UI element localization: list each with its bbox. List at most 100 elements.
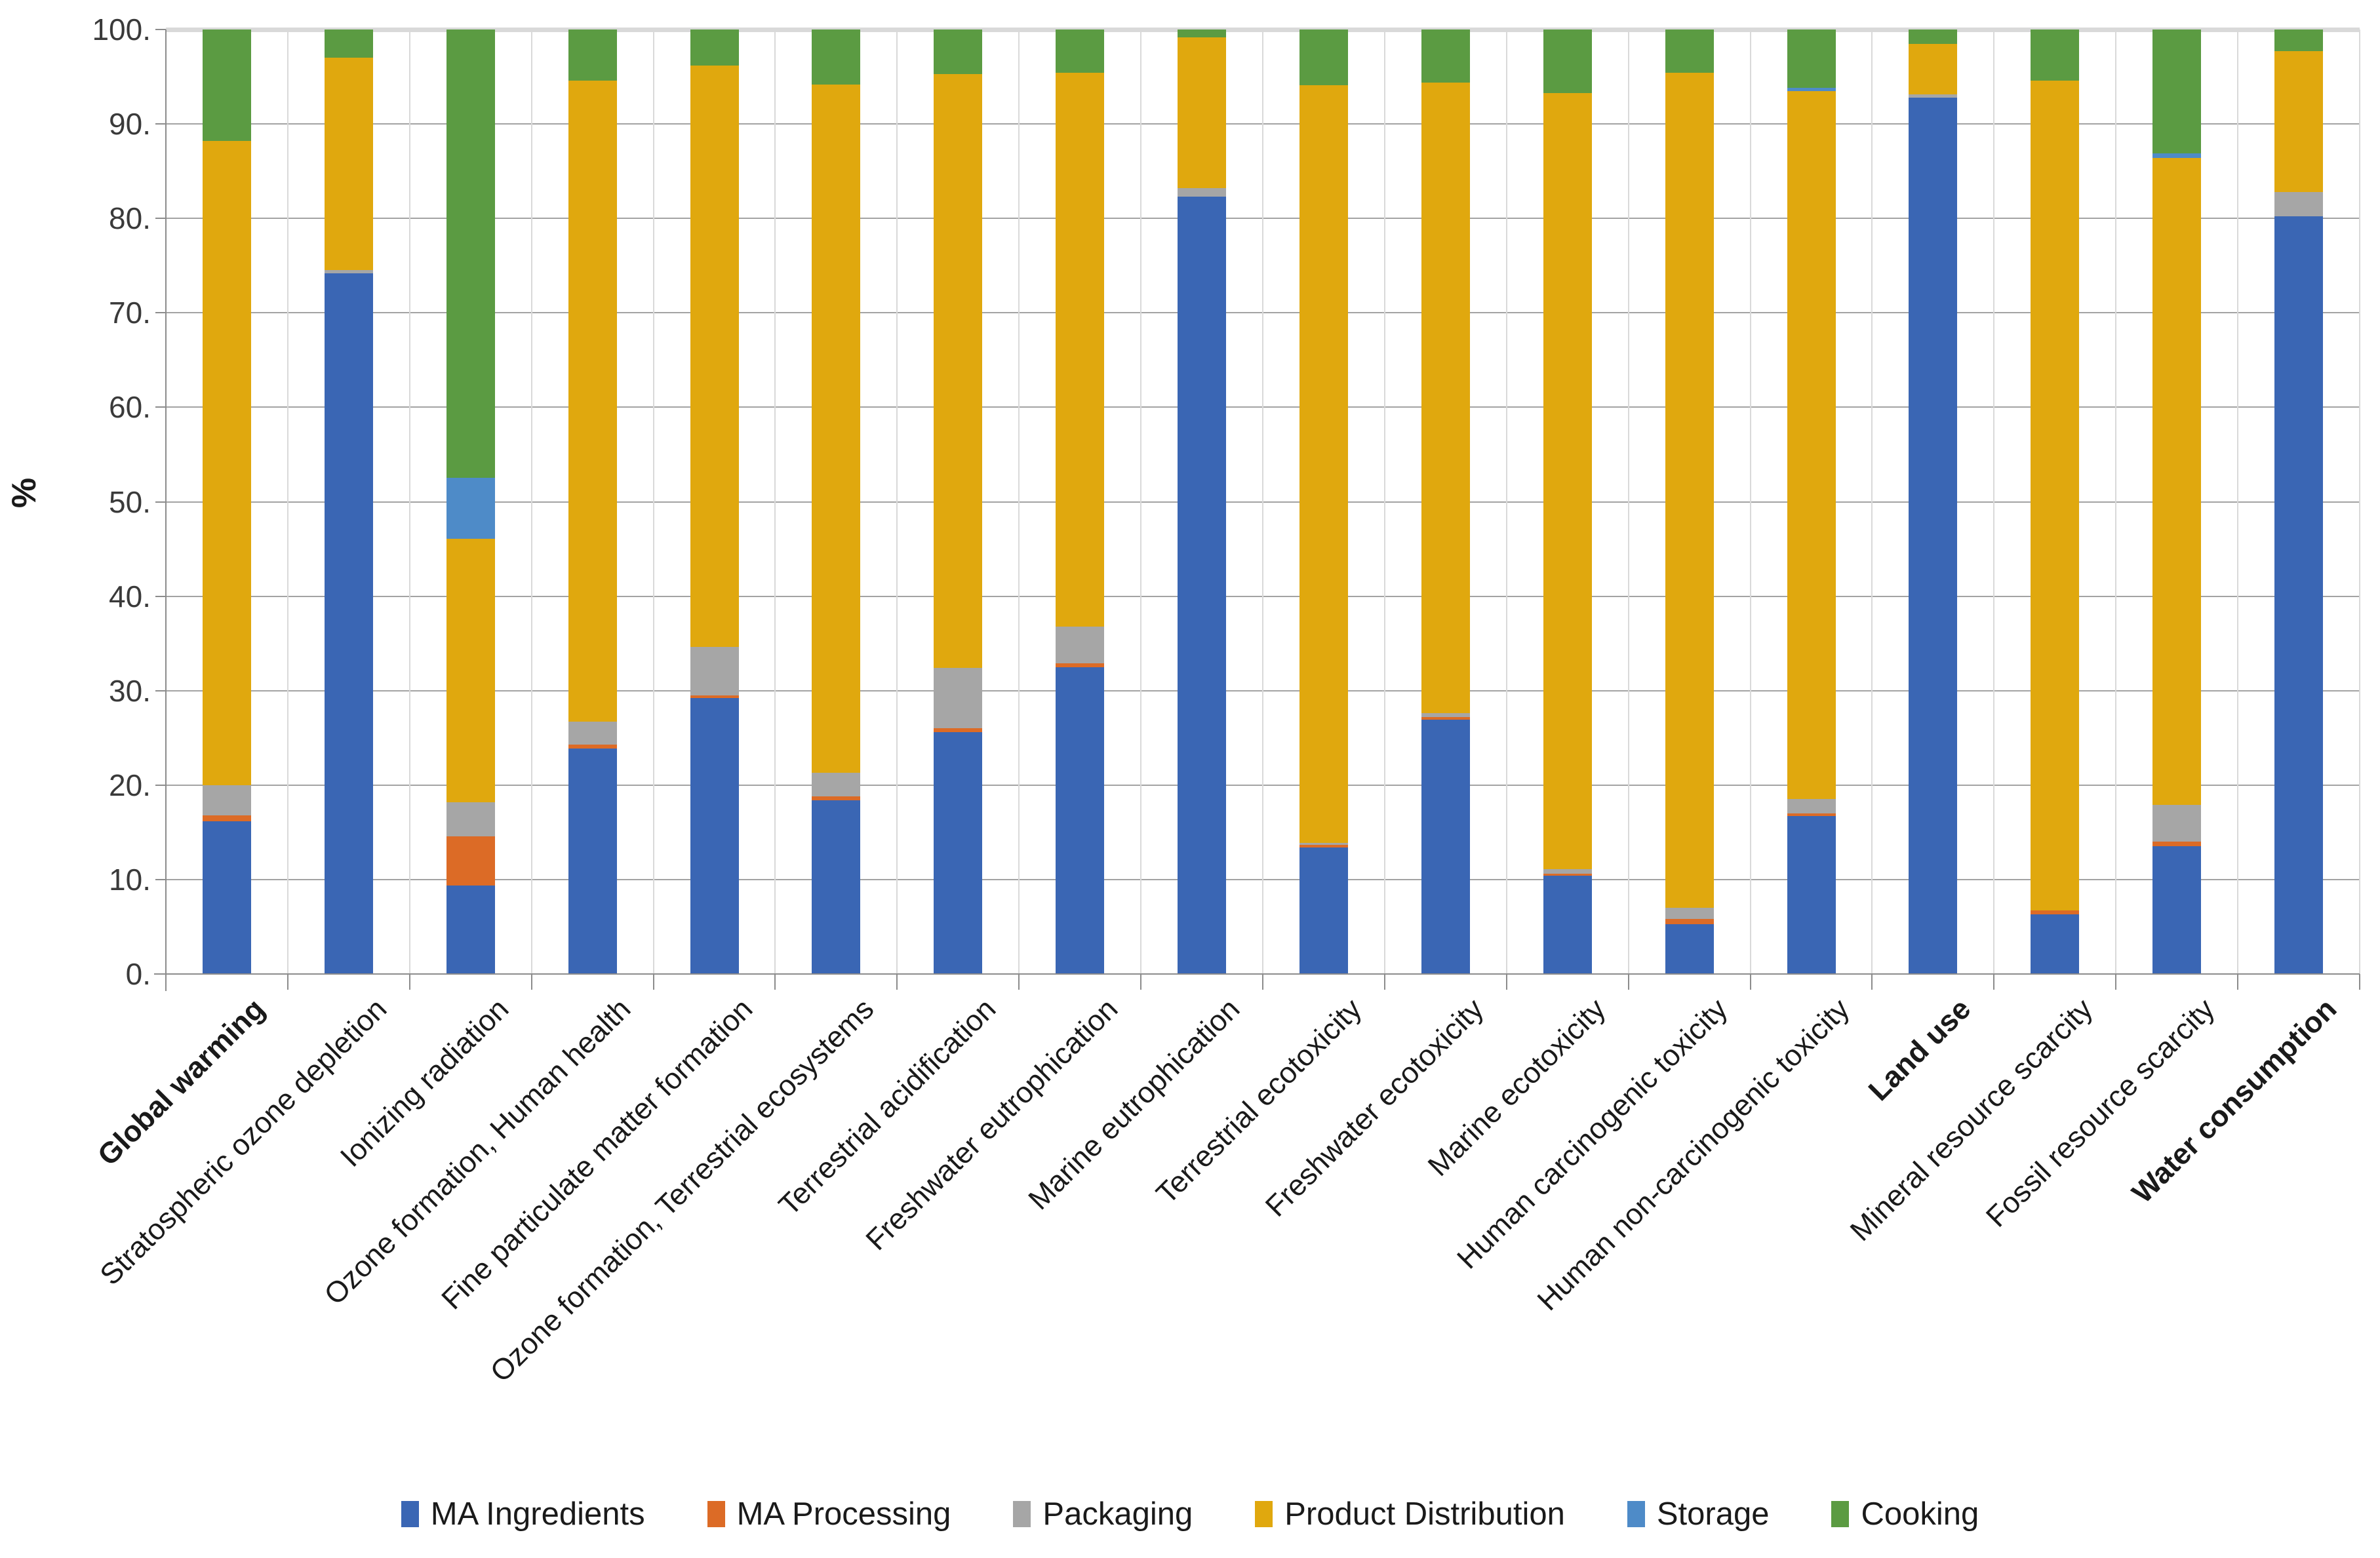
x-tick: [530, 974, 532, 990]
y-tick-label: 40.: [109, 579, 151, 613]
y-tick: [155, 973, 166, 975]
bar-segment-product-distribution: [1299, 85, 1348, 843]
y-tick: [155, 312, 166, 314]
x-tick: [1871, 974, 1873, 990]
bar-segment-ma-processing: [446, 836, 495, 886]
legend: MA Ingredients MA Processing Packaging Prod…: [0, 1496, 2380, 1532]
x-tick: [652, 974, 654, 990]
grid-line-v: [774, 29, 776, 974]
category-label: Ozone formation, Terrestrial ecosystems: [483, 992, 881, 1389]
bar-segment-storage: [446, 478, 495, 539]
y-tick-label: 100.: [92, 12, 151, 47]
bar-segment-packaging: [1421, 713, 1470, 718]
category-label: Human non-carcinogenic toxicity: [1530, 992, 1855, 1317]
legend-swatch-icon: [401, 1501, 419, 1527]
bar-segment-packaging: [2274, 191, 2324, 217]
x-tick: [774, 974, 776, 990]
y-tick: [155, 406, 166, 408]
bar-segment-ma-ingredients: [1909, 97, 1958, 974]
category-label: Ionizing radiation: [333, 992, 515, 1173]
bar-segment-cooking: [1299, 29, 1348, 86]
y-tick: [155, 501, 166, 503]
y-tick: [155, 29, 166, 30]
y-tick: [155, 690, 166, 691]
x-tick: [287, 974, 288, 990]
bar-segment-cooking: [812, 29, 861, 85]
grid-line-v: [1383, 29, 1385, 974]
category-label: Fine particulate matter formation: [434, 992, 759, 1316]
y-tick: [155, 218, 166, 220]
y-tick-label: 30.: [109, 673, 151, 708]
legend-label: MA Ingredients: [430, 1496, 645, 1532]
bar-segment-product-distribution: [202, 141, 251, 785]
bar-segment-cooking: [1421, 29, 1470, 83]
legend-item-product-distribution: Product Distribution: [1255, 1496, 1565, 1532]
bar-segment-ma-processing: [2152, 842, 2202, 847]
bar-segment-cooking: [202, 29, 251, 142]
bar-segment-cooking: [1056, 29, 1105, 73]
grid-line-v: [1262, 29, 1263, 974]
x-tick: [1383, 974, 1385, 990]
grid-line-v: [1505, 29, 1507, 974]
legend-swatch-icon: [1255, 1501, 1273, 1527]
x-tick: [1627, 974, 1629, 990]
x-tick: [1262, 974, 1263, 990]
y-tick-label: 50.: [109, 484, 151, 519]
bar-segment-packaging: [1665, 908, 1714, 920]
bar-segment-product-distribution: [2031, 80, 2080, 911]
bar-segment-ma-ingredients: [690, 698, 739, 974]
bar-segment-packaging: [446, 802, 495, 836]
x-axis-line: [154, 973, 2360, 975]
category-label: Terrestrial ecotoxicity: [1149, 992, 1368, 1211]
bar-segment-product-distribution: [1665, 73, 1714, 908]
y-tick: [155, 595, 166, 597]
grid-line-v: [1749, 29, 1751, 974]
legend-item-ma-processing: MA Processing: [707, 1496, 951, 1532]
legend-label: Packaging: [1042, 1496, 1193, 1532]
bar-segment-ma-ingredients: [2031, 914, 2080, 974]
bar-segment-ma-processing: [1543, 874, 1592, 876]
category-label: Fossil resource scarcity: [1979, 992, 2221, 1234]
x-tick: [165, 974, 167, 990]
bar-segment-ma-ingredients: [324, 273, 373, 974]
bar-segment-storage: [2152, 153, 2202, 158]
bar-segment-ma-ingredients: [2152, 846, 2202, 974]
y-axis-line: [165, 29, 167, 991]
bar-segment-ma-processing: [812, 796, 861, 800]
x-tick: [896, 974, 898, 990]
bar-segment-ma-ingredients: [1665, 924, 1714, 974]
bar-segment-ma-processing: [1056, 663, 1105, 667]
bar-segment-packaging: [324, 270, 373, 273]
bar-segment-product-distribution: [1909, 43, 1958, 95]
grid-line-v: [287, 29, 288, 974]
bar-segment-ma-processing: [1665, 919, 1714, 924]
bar-segment-ma-processing: [934, 728, 983, 733]
x-tick: [1749, 974, 1751, 990]
y-tick-label: 60.: [109, 390, 151, 425]
x-tick: [1140, 974, 1142, 990]
bar-segment-product-distribution: [1178, 37, 1227, 189]
legend-item-storage: Storage: [1627, 1496, 1769, 1532]
grid-line-v: [1627, 29, 1629, 974]
y-tick-label: 90.: [109, 107, 151, 142]
y-tick-label: 20.: [109, 768, 151, 802]
y-tick-label: 80.: [109, 201, 151, 236]
bar-segment-cooking: [324, 29, 373, 58]
category-label: Human carcinogenic toxicity: [1450, 992, 1734, 1276]
x-tick: [1505, 974, 1507, 990]
bar-segment-cooking: [934, 29, 983, 74]
bar-segment-packaging: [690, 647, 739, 695]
bar-segment-ma-ingredients: [1299, 847, 1348, 974]
category-label: Marine eutrophication: [1021, 992, 1246, 1217]
grid-line-v: [1140, 29, 1142, 974]
x-tick: [2115, 974, 2117, 990]
category-label: Ozone formation, Human health: [317, 992, 637, 1312]
bar-segment-ma-ingredients: [1056, 667, 1105, 974]
legend-item-packaging: Packaging: [1013, 1496, 1193, 1532]
grid-line-v: [2359, 29, 2360, 974]
bar-segment-product-distribution: [2274, 51, 2324, 192]
bar-segment-ma-processing: [1421, 717, 1470, 720]
bar-segment-product-distribution: [1543, 92, 1592, 870]
bar-segment-cooking: [1909, 29, 1958, 44]
bar-segment-packaging: [1178, 188, 1227, 197]
